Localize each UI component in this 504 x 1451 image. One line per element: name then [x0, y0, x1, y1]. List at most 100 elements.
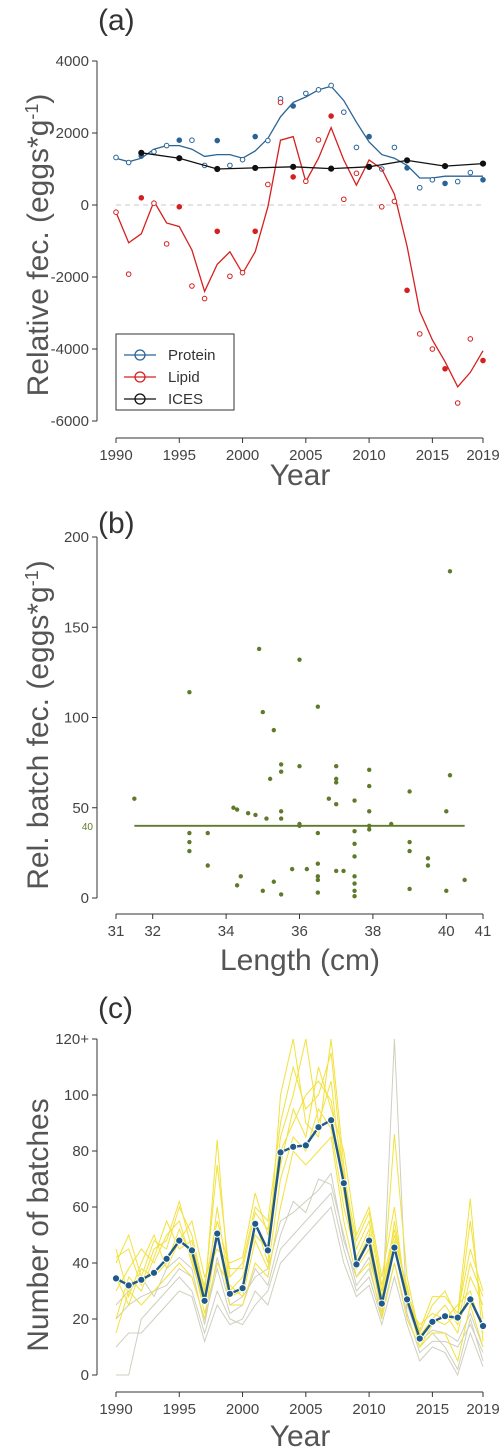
mean-batches-point: [428, 1317, 437, 1326]
panel-a-legend: Protein Lipid ICES: [115, 333, 235, 411]
panel-b-x-tick-label: 32: [144, 923, 161, 940]
panel-b-points: 40: [82, 569, 467, 899]
mean-batches-point: [402, 1295, 412, 1304]
protein-data-point: [328, 82, 334, 89]
panel-c-y-tick-label: 100: [64, 1087, 89, 1104]
ices-series-line: [141, 152, 484, 170]
panel-c-x-tick-label: 1995: [163, 1401, 196, 1418]
batch-fecundity-point: [253, 812, 258, 818]
mean-batches-point: [111, 1274, 121, 1283]
batch-fecundity-point: [334, 776, 339, 782]
panel-b-label: (b): [98, 507, 135, 540]
mean-batches-point: [263, 1246, 272, 1255]
batch-fecundity-point: [444, 809, 449, 814]
lipid-data-point: [416, 331, 423, 337]
lipid-data-point: [163, 241, 170, 247]
protein-data-point: [176, 137, 183, 143]
batch-fecundity-point: [407, 839, 412, 845]
protein-data-point: [442, 180, 448, 187]
protein-data-point: [163, 142, 170, 149]
mean-batches-point: [137, 1275, 146, 1284]
lipid-data-point: [265, 181, 271, 188]
batch-fecundity-point: [315, 830, 321, 836]
batch-fecundity-point: [352, 893, 357, 899]
batch-fecundity-point: [447, 773, 453, 778]
panel-b-x-tick-label: 36: [291, 923, 308, 940]
panel-b-ylabel-close: ): [22, 560, 55, 570]
batch-fecundity-point: [231, 805, 236, 810]
batch-fecundity-point: [278, 809, 284, 814]
panel-a-ylabel-main: Relative fec. (eggs*g: [22, 120, 55, 397]
lipid-data-point: [290, 174, 296, 180]
panel-a: (a) Year Relative fec. (eggs*g-1) -6000-…: [22, 4, 500, 492]
panel-a-x-tick-label: 2015: [416, 447, 449, 464]
panel-c-xlabel: Year: [270, 1420, 331, 1451]
panel-a-y-tick-label: 2000: [56, 125, 89, 142]
batch-fecundity-point: [315, 877, 321, 883]
panel-b-y-tick-label: 50: [72, 800, 89, 817]
batch-fecundity-point: [278, 892, 284, 897]
batch-fecundity-point: [407, 886, 412, 892]
panel-a-x-tick-label: 2005: [289, 447, 322, 464]
mean-batches-point: [339, 1179, 348, 1188]
batch-fecundity-point: [352, 854, 357, 859]
batch-fecundity-point: [352, 874, 357, 879]
protein-data-point: [315, 87, 322, 93]
lipid-data-point: [189, 283, 195, 289]
lipid-data-point: [151, 200, 157, 206]
panel-c-y-tick-label: 60: [72, 1199, 89, 1216]
lipid-data-point: [328, 113, 334, 119]
mean-batches-point: [453, 1313, 462, 1322]
protein-data-point: [189, 137, 195, 143]
yellow-individual-series-line: [115, 1107, 484, 1342]
panel-b-xlabel: Length (cm): [220, 944, 380, 977]
panel-b-ylabel-sup: -1: [22, 570, 42, 586]
protein-data-point: [429, 177, 436, 183]
mean-batches-point: [149, 1268, 159, 1277]
protein-data-point: [252, 133, 259, 140]
batch-fecundity-point: [367, 767, 372, 773]
panel-a-xlabel: Year: [270, 459, 331, 492]
protein-data-point: [467, 169, 474, 176]
mean-batches-point: [200, 1296, 209, 1305]
batch-fecundity-point: [271, 727, 277, 733]
panel-c-x-tick-label: 2019: [466, 1401, 499, 1418]
batch-fecundity-point: [267, 776, 273, 782]
batch-fecundity-point: [297, 823, 302, 828]
legend-lipid-marker: [134, 371, 146, 383]
batch-fecundity-point: [352, 841, 357, 847]
panel-b-x-tick-label: 40: [438, 923, 455, 940]
panel-b-x-tick-label: 34: [218, 923, 235, 940]
protein-series-line: [115, 85, 483, 179]
protein-data-point: [353, 144, 360, 151]
batch-fecundity-point: [278, 762, 284, 767]
mean-batches-point: [276, 1148, 285, 1157]
panel-a-x-tick-label: 2000: [226, 447, 259, 464]
legend-protein-marker: [134, 349, 146, 361]
mean-batches-point: [187, 1246, 197, 1255]
mean-batches-point: [301, 1141, 310, 1150]
ices-data-point: [252, 164, 259, 172]
legend-ices-marker: [134, 393, 146, 405]
panel-c-y-tick-label: 0: [81, 1367, 89, 1384]
mean-batches-point: [175, 1236, 184, 1245]
panel-a-y-tick-label: 0: [81, 197, 89, 214]
batch-fecundity-point: [425, 856, 431, 861]
lipid-data-point: [303, 178, 309, 185]
lipid-data-point: [176, 204, 183, 210]
panel-a-y-tick-label: -4000: [51, 341, 89, 358]
protein-data-point: [303, 90, 309, 97]
panel-c-x-tick-label: 2015: [416, 1401, 449, 1418]
batch-fecundity-point: [334, 801, 339, 807]
ices-data-point: [328, 165, 335, 172]
ices-data-point: [176, 155, 183, 162]
mean-batches-point: [377, 1299, 386, 1308]
batch-fecundity-point: [315, 874, 321, 879]
panel-a-y-tick-label: -6000: [51, 413, 89, 430]
mean-batches-point: [289, 1142, 298, 1151]
lipid-data-point: [214, 228, 221, 235]
protein-data-point: [404, 165, 410, 171]
batch-fecundity-point: [352, 881, 357, 886]
legend-ices-label: ICES: [168, 391, 203, 408]
legend-protein-label: Protein: [168, 347, 216, 364]
